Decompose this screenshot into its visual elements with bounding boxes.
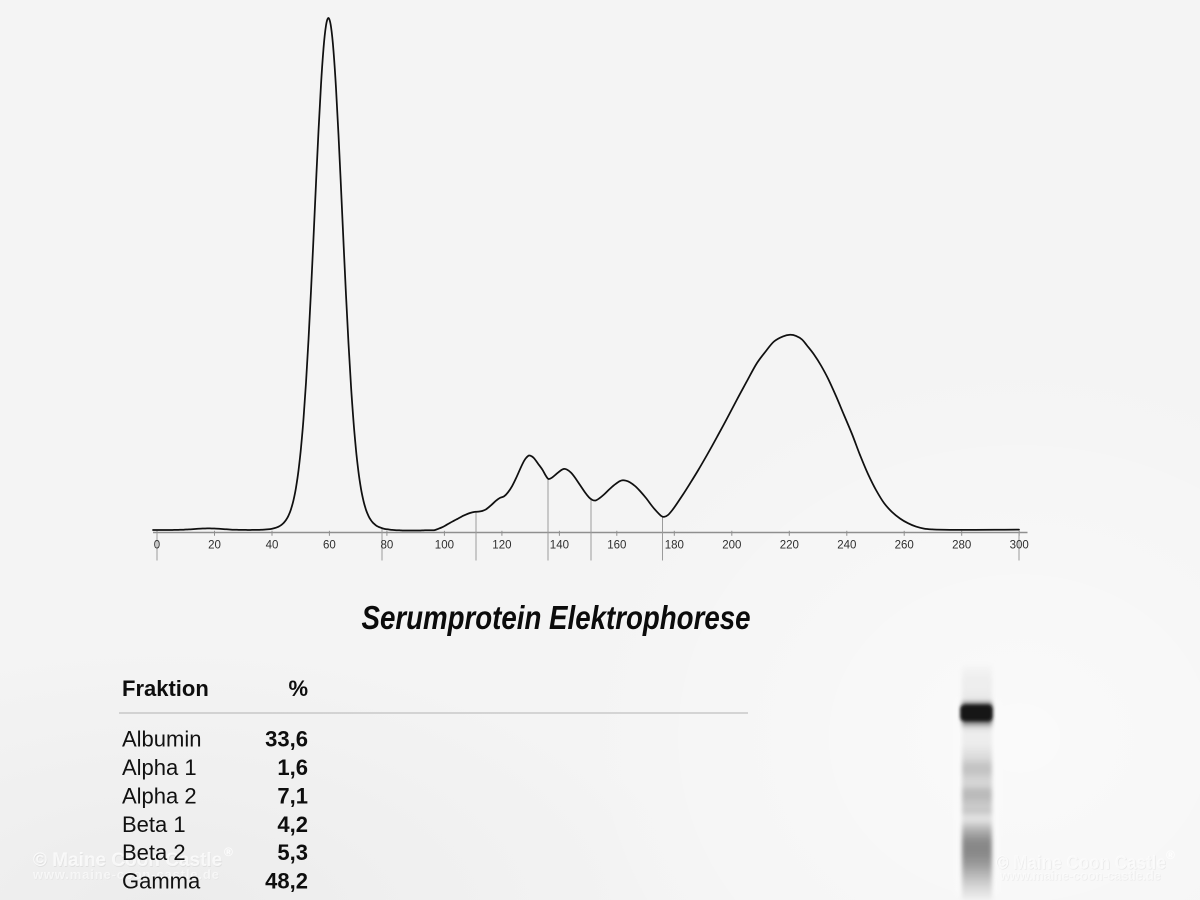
svg-text:240: 240 — [837, 540, 856, 552]
svg-text:40: 40 — [266, 540, 279, 552]
svg-text:Albumin: Albumin — [122, 727, 201, 752]
svg-text:®: ® — [224, 845, 233, 859]
svg-text:220: 220 — [780, 540, 799, 552]
svg-text:200: 200 — [722, 540, 741, 552]
svg-text:60: 60 — [323, 540, 336, 552]
svg-text:280: 280 — [952, 540, 971, 552]
svg-text:4,2: 4,2 — [277, 812, 308, 837]
svg-text:www.maine-coon-castle.de: www.maine-coon-castle.de — [1000, 869, 1162, 884]
svg-text:© Maine Coon Castle: © Maine Coon Castle — [34, 851, 223, 872]
svg-text:160: 160 — [607, 540, 626, 552]
svg-text:100: 100 — [435, 540, 454, 552]
svg-text:0: 0 — [154, 540, 160, 552]
svg-text:Beta 1: Beta 1 — [122, 812, 186, 837]
svg-text:7,1: 7,1 — [277, 783, 308, 808]
svg-text:20: 20 — [208, 540, 221, 552]
svg-text:Alpha 2: Alpha 2 — [122, 783, 197, 808]
svg-text:1,6: 1,6 — [277, 755, 308, 780]
svg-text:260: 260 — [895, 540, 914, 552]
svg-text:Alpha 1: Alpha 1 — [122, 755, 197, 780]
svg-text:5,3: 5,3 — [277, 840, 308, 865]
svg-text:© Maine Coon Castle: © Maine Coon Castle — [996, 853, 1166, 874]
svg-text:© Maine Coon Castle: © Maine Coon Castle — [997, 854, 1167, 875]
svg-text:80: 80 — [381, 540, 394, 552]
svg-text:%: % — [288, 676, 308, 701]
svg-text:48,2: 48,2 — [265, 869, 308, 894]
svg-text:180: 180 — [665, 540, 684, 552]
svg-text:© Maine Coon Castle: © Maine Coon Castle — [33, 850, 222, 871]
svg-text:www.maine-coon-castle.de: www.maine-coon-castle.de — [32, 867, 219, 882]
svg-text:Fraktion: Fraktion — [122, 676, 209, 701]
svg-text:120: 120 — [492, 540, 511, 552]
svg-text:300: 300 — [1010, 540, 1029, 552]
svg-text:140: 140 — [550, 540, 569, 552]
svg-text:Beta 2: Beta 2 — [122, 840, 186, 865]
svg-text:www.maine-coon-castle.de: www.maine-coon-castle.de — [33, 868, 220, 883]
svg-text:33,6: 33,6 — [265, 727, 308, 752]
svg-text:Serumprotein Elektrophorese: Serumprotein Elektrophorese — [362, 599, 751, 636]
svg-text:www.maine-coon-castle.de: www.maine-coon-castle.de — [999, 868, 1161, 883]
svg-text:®: ® — [1166, 848, 1175, 862]
svg-text:Gamma: Gamma — [122, 869, 201, 894]
